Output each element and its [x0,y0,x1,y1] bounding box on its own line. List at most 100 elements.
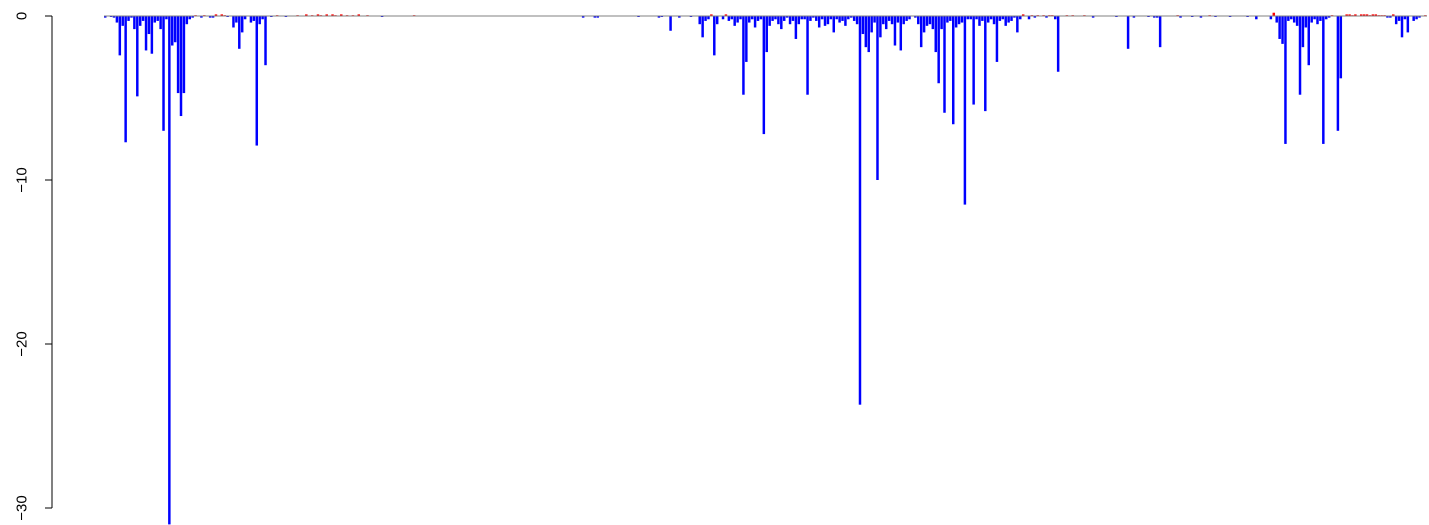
bar-301 [981,16,984,21]
bar-282 [925,16,929,26]
bar-409 [1295,16,1299,26]
bar-416 [1316,16,1319,25]
bar-327 [1056,16,1060,72]
bar-308 [1001,16,1005,20]
bar-361 [1155,16,1159,18]
bar-55 [264,16,267,66]
bar-414 [1310,16,1313,23]
bar-44 [232,16,235,28]
bar-224 [756,16,760,21]
bar-236 [791,16,795,21]
bar-228 [768,16,771,26]
bar-15 [147,16,151,35]
bar-251 [835,16,838,20]
bar-287 [940,16,943,30]
bar-46 [238,16,241,49]
bar-305 [992,16,996,25]
bar-446 [1403,16,1407,20]
bar-283 [928,16,932,25]
bar-240 [803,16,806,20]
bar-312 [1013,16,1016,18]
y-tick-label-2: −20 [13,331,30,356]
bar-288 [943,16,946,113]
bar-300 [978,16,981,26]
bar-275 [905,16,908,21]
bar-303 [986,16,990,23]
bar-445 [1400,16,1404,38]
bar-48 [243,16,247,20]
bar-214 [727,16,731,21]
bar-304 [989,16,993,20]
bar-272 [896,16,900,23]
bar-215 [730,16,734,20]
bar-9 [130,16,133,18]
bar-225 [759,16,763,20]
bar-5 [118,16,122,56]
bar-360 [1153,16,1156,18]
bar-11 [136,16,139,97]
bar-311 [1010,16,1013,21]
bar-260 [861,16,865,35]
bar-431 [1359,14,1363,16]
bar-269 [887,16,891,21]
bar-242 [809,16,812,21]
bar-243 [812,16,815,18]
bar-353 [1132,16,1136,18]
bar-3 [112,16,116,18]
bar-435 [1371,14,1375,16]
bar-276 [908,16,911,20]
bar-232 [780,16,783,30]
bar-249 [829,16,833,20]
bar-241 [806,16,809,95]
bar-401 [1272,12,1276,16]
bar-254 [844,16,847,26]
bar-18 [156,16,159,21]
bar-432 [1362,14,1366,16]
y-tick-label-3: −30 [13,495,30,520]
bar-259 [858,16,862,405]
bar-245 [817,16,821,28]
bar-230 [774,16,777,20]
bar-226 [762,16,766,135]
bar-169 [596,16,599,18]
bar-234 [785,16,789,18]
bar-408 [1292,16,1296,23]
bar-420 [1327,16,1331,18]
bar-404 [1281,16,1284,44]
bar-255 [847,16,850,20]
bar-406 [1287,16,1290,21]
bar-76 [325,14,328,16]
bar-51 [252,16,256,21]
bar-19 [159,16,162,30]
bar-323 [1045,16,1048,18]
bar-29 [188,16,191,20]
bar-280 [919,16,923,48]
bar-220 [745,16,748,62]
bar-313 [1016,16,1019,33]
bar-444 [1397,16,1401,21]
y-tick-label-0: 0 [13,12,30,20]
bar-440 [1386,16,1389,18]
bar-253 [841,16,844,21]
bar-411 [1301,16,1305,48]
bar-267 [882,16,885,25]
bar-78 [331,14,334,16]
bar-274 [902,16,905,25]
bar-197 [678,16,681,18]
bar-227 [765,16,768,53]
bar-50 [249,16,253,23]
bar-222 [750,16,754,20]
bar-12 [138,16,142,26]
bar-441 [1389,16,1392,18]
bar-284 [931,16,935,30]
bar-402 [1275,16,1278,23]
bar-26 [179,16,183,117]
bar-339 [1091,16,1095,18]
bar-13 [141,16,145,21]
bar-405 [1284,16,1287,144]
bar-268 [884,16,888,30]
bar-412 [1304,16,1308,28]
bar-213 [724,14,728,16]
